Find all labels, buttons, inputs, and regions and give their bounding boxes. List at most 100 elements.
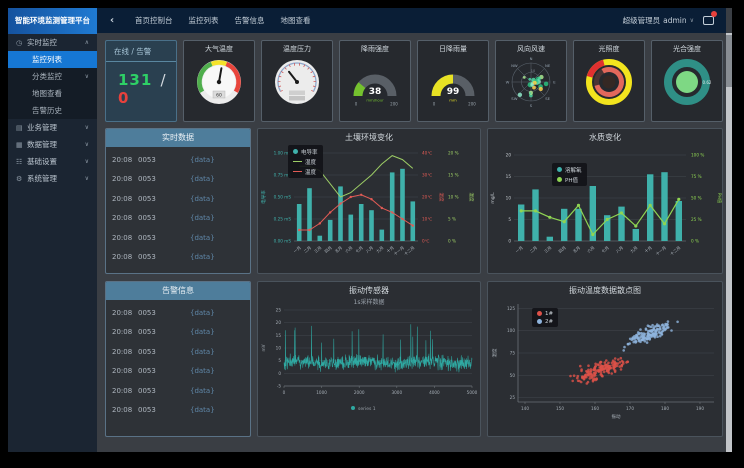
row-time: 20:08 [112, 308, 133, 317]
sidebar-item-system-mgmt[interactable]: ⚙ 系统管理 ∨ [8, 170, 97, 187]
svg-text:2000: 2000 [354, 390, 365, 395]
row-value: {data} [190, 347, 215, 356]
row-code: 0053 [138, 386, 156, 395]
svg-text:1.00 mS: 1.00 mS [274, 151, 292, 156]
topbar-tab-0[interactable]: 首页控制台 [135, 16, 173, 25]
chart-title: 振动传感器 [349, 286, 389, 295]
legend-item[interactable]: 2# [537, 319, 553, 325]
user-menu[interactable]: 超级管理员 admin ∨ [623, 8, 694, 33]
realtime-data-panel: 实时数据 20:08 0053 {data} 20:08 0053 {data} 20:08… [105, 128, 251, 274]
topbar-tab-3[interactable]: 地图查看 [280, 16, 311, 25]
gauge-card-air-temperature: 大气温度 60 [183, 40, 255, 122]
gauge-title: 降雨强度 [361, 45, 389, 53]
alarm-info-panel: 告警信息 20:08 0053 {data} 20:08 0053 {data} 20:08… [105, 281, 251, 437]
topbar-tab-2[interactable]: 告警信息 [234, 16, 265, 25]
gauge-title: 温度压力 [283, 45, 311, 53]
notification-badge [711, 11, 717, 17]
gear-icon: ⚙ [16, 174, 23, 183]
back-button[interactable]: ‹ [110, 15, 115, 26]
sidebar: 智能环境监测管理平台 ◷ 实时监控 ∧ 监控列表 分类监控 ∨ 地图查看 告警历史 ▤ 业务管理 ∨… [8, 8, 97, 452]
svg-text:mm: mm [449, 98, 457, 103]
svg-text:七月: 七月 [600, 244, 610, 254]
legend-item[interactable]: 电导率 [293, 148, 318, 156]
sidebar-item-data-mgmt[interactable]: ▦ 数据管理 ∨ [8, 136, 97, 153]
sidebar-item-alarm-history[interactable]: 告警历史 [8, 102, 97, 119]
sidebar-item-map-view[interactable]: 地图查看 [8, 85, 97, 102]
svg-text:mg/L: mg/L [490, 192, 496, 204]
row-code: 0053 [138, 194, 156, 203]
row-code: 0053 [138, 347, 156, 356]
chart-legend[interactable]: 电导率 湿度 温度 [288, 145, 323, 178]
svg-text:20 %: 20 % [448, 151, 459, 156]
user-name: admin [663, 16, 687, 25]
svg-text:series 1: series 1 [358, 406, 376, 412]
row-value: {data} [190, 175, 215, 184]
gauge-card-daily-rainfall: 日降雨量 99 mm 0 200 [417, 40, 489, 122]
row-time: 20:08 [112, 367, 133, 376]
air-temperature-gauge: 60 [197, 60, 241, 104]
svg-text:十二月: 十二月 [668, 244, 681, 256]
svg-text:SE: SE [545, 96, 550, 101]
svg-text:温度: 温度 [491, 348, 498, 357]
legend-item[interactable]: 湿度 [293, 158, 318, 166]
row-time: 20:08 [112, 155, 133, 164]
sidebar-item-label: 监控列表 [32, 55, 62, 64]
row-time: 20:08 [112, 233, 133, 242]
svg-text:170: 170 [626, 406, 634, 411]
svg-text:40℃: 40℃ [422, 151, 432, 156]
bottom-row: 告警信息 20:08 0053 {data} 20:08 0053 {data} 20:08… [105, 281, 723, 437]
svg-text:50 %: 50 % [691, 196, 702, 201]
svg-text:十一月: 十一月 [392, 244, 405, 256]
svg-text:四月: 四月 [323, 245, 332, 254]
chevron-down-icon: ∨ [84, 73, 89, 80]
gauge-card-wind: 风向风速 N NE E SE S SW W NW 10 [495, 40, 567, 122]
svg-text:PH值: PH值 [716, 193, 723, 204]
row-code: 0053 [138, 253, 156, 262]
alarm-count: 0 [118, 89, 130, 107]
alarm-info-list: 20:08 0053 {data} 20:08 0053 {data} 20:08 0053 {… [106, 300, 250, 436]
notifications-button[interactable] [703, 11, 717, 25]
sidebar-submenu: 监控列表分类监控 ∨ 地图查看告警历史 [8, 51, 97, 119]
legend-item[interactable]: 1# [537, 311, 553, 317]
svg-text:10 %: 10 % [448, 195, 459, 200]
chevron-down-icon: ∨ [84, 124, 89, 131]
sidebar-item-realtime-monitor[interactable]: ◷ 实时监控 ∧ [8, 34, 97, 51]
svg-text:200: 200 [390, 102, 398, 107]
svg-text:15 %: 15 % [448, 173, 459, 178]
list-item: 20:08 0053 {data} [112, 150, 244, 170]
chart-legend[interactable]: 1# 2# [532, 308, 559, 327]
sidebar-item-label: 告警历史 [32, 106, 62, 115]
pressure-gauge [275, 60, 319, 104]
sidebar-item-label: 业务管理 [27, 123, 57, 132]
chart-legend[interactable]: 溶解氧 PH值 [552, 163, 587, 186]
svg-text:一月: 一月 [514, 245, 523, 254]
svg-text:5000: 5000 [467, 390, 478, 395]
scrollbar-thumb[interactable] [726, 35, 732, 87]
svg-text:温度: 温度 [438, 193, 445, 202]
sidebar-item-basic-settings[interactable]: ☷ 基础设置 ∨ [8, 153, 97, 170]
sidebar-item-monitor-list[interactable]: 监控列表 [8, 51, 97, 68]
svg-text:100: 100 [507, 328, 515, 333]
sidebar-item-category-monitor[interactable]: 分类监控 ∨ [8, 68, 97, 85]
row-time: 20:08 [112, 347, 133, 356]
list-item: 20:08 0053 {data} [112, 303, 244, 323]
user-role: 超级管理员 [622, 16, 661, 25]
topbar-tab-1[interactable]: 监控列表 [188, 16, 219, 25]
svg-text:15: 15 [506, 174, 512, 179]
legend-item[interactable]: 温度 [293, 168, 318, 176]
svg-text:0.50 mS: 0.50 mS [274, 195, 292, 200]
scrollbar[interactable] [726, 33, 732, 452]
gauge-title: 日降雨量 [439, 45, 467, 53]
svg-text:20: 20 [276, 320, 282, 325]
legend-item[interactable]: PH值 [557, 176, 582, 184]
svg-text:二月: 二月 [529, 245, 538, 254]
gauge-title: 风向风速 [517, 45, 545, 53]
message-icon [703, 16, 714, 25]
row-time: 20:08 [112, 386, 133, 395]
sidebar-item-business-mgmt[interactable]: ▤ 业务管理 ∨ [8, 119, 97, 136]
row-code: 0053 [138, 328, 156, 337]
legend-item[interactable]: 溶解氧 [557, 166, 582, 174]
row-time: 20:08 [112, 328, 133, 337]
svg-text:一月: 一月 [292, 245, 301, 254]
